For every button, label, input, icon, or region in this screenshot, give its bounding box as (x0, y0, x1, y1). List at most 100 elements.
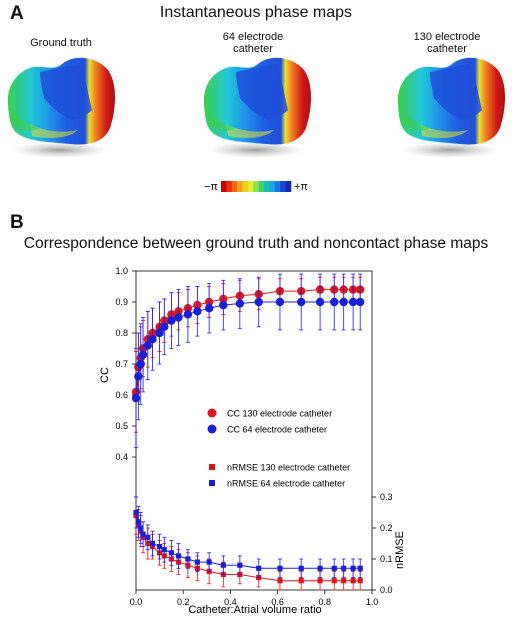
data-point (220, 562, 226, 568)
data-point (206, 559, 212, 565)
data-point (157, 544, 163, 550)
legend-label: CC 130 electrode catheter (227, 409, 332, 419)
map-label-130: 130 electrode catheter (388, 31, 506, 55)
series-1 (131, 273, 365, 449)
series-line (135, 289, 361, 392)
phase-map-64-electrode (203, 57, 311, 158)
colorbar-swatch (269, 181, 276, 192)
y-left-tick-label: 0.6 (115, 390, 128, 400)
colorbar-swatch (221, 181, 227, 192)
data-point (183, 310, 193, 319)
data-point (138, 350, 148, 359)
data-point (254, 297, 263, 307)
colorbar-swatch (247, 181, 254, 192)
data-point (298, 578, 304, 584)
legend-marker (209, 480, 215, 486)
colorbar-swatch (242, 181, 249, 192)
data-point (161, 547, 167, 553)
series-3 (133, 496, 363, 579)
colorbar-swatches (221, 181, 292, 192)
data-point (341, 578, 347, 584)
data-point (237, 562, 243, 568)
x-tick-label: 0.8 (319, 597, 332, 607)
data-point (331, 578, 337, 584)
data-point (145, 534, 151, 540)
y-left-tick-label: 0.5 (115, 421, 128, 431)
data-point (297, 297, 306, 307)
legend-marker (207, 408, 217, 418)
colorbar-swatch (274, 181, 281, 192)
data-point (341, 565, 347, 571)
data-point (331, 565, 337, 571)
colorbar: −π +π (204, 181, 308, 193)
data-point (136, 359, 145, 369)
y-left-tick-label: 0.4 (115, 452, 128, 462)
data-point (143, 341, 152, 350)
legend-marker (207, 424, 217, 434)
data-point (204, 304, 214, 313)
data-point (317, 565, 323, 571)
data-point (275, 297, 285, 307)
data-point (298, 565, 304, 571)
data-point (357, 578, 363, 584)
map-label-line: catheter (233, 43, 273, 55)
x-axis-label: Catheter:Atrial volume ratio (188, 604, 321, 616)
colorbar-min-label: −π (204, 181, 218, 193)
y-right-tick-label: 0.0 (380, 585, 393, 595)
colorbar-swatch (285, 181, 292, 192)
data-point (348, 297, 358, 307)
data-point (133, 509, 139, 516)
data-point (148, 335, 157, 344)
y-axis-left-label: CC (99, 367, 111, 383)
data-point (167, 316, 176, 325)
colorbar-swatch (253, 181, 259, 192)
legend-marker (209, 464, 215, 470)
series-2 (133, 496, 363, 591)
map-label-line: 130 electrode (413, 31, 481, 43)
colorbar-swatch (231, 181, 238, 192)
colorbar-swatch (226, 181, 233, 192)
legend-label: nRMSE 64 electrode catheter (227, 479, 345, 489)
chart-legend: CC 130 electrode catheter CC 64 electrode… (207, 408, 350, 489)
data-point (135, 519, 141, 525)
colorbar-swatch (264, 181, 270, 192)
colorbar-swatch (280, 181, 286, 192)
x-tick-label: 1.0 (366, 597, 379, 607)
data-point (317, 578, 323, 584)
legend-label: CC 64 electrode catheter (227, 425, 327, 435)
y-right-tick-label: 0.1 (380, 554, 393, 564)
x-tick-label: 0.4 (224, 597, 237, 607)
data-point (277, 578, 283, 584)
data-point (155, 328, 164, 338)
legend-label: nRMSE 130 electrode catheter (227, 463, 350, 473)
chart-marks (131, 273, 365, 591)
panel-a-letter: A (10, 3, 24, 24)
map-label-line: catheter (427, 43, 467, 55)
data-point (277, 565, 283, 571)
colorbar-swatch (258, 181, 265, 192)
data-point (193, 307, 202, 316)
chart-axes: 0.0 0.2 0.4 0.6 0.8 1.0 1.0 0.9 0.8 0.7 0.6 0.5 0.4 0… (115, 266, 392, 607)
x-tick-label: 0.6 (271, 597, 284, 607)
data-point (256, 565, 262, 571)
data-point (149, 540, 156, 547)
map-label-ground-truth: Ground truth (2, 37, 120, 49)
panel-b-letter: B (10, 212, 24, 233)
data-point (330, 297, 339, 307)
data-point (168, 550, 174, 556)
panel-b-title: Correspondence between ground truth and … (23, 235, 489, 252)
panel-a-title: Instantaneous phase maps (159, 4, 353, 21)
data-point (315, 297, 325, 307)
cc-nrmse-chart: 0.0 0.2 0.4 0.6 0.8 1.0 1.0 0.9 0.8 0.7 0.6 0.5 0.4 0… (99, 266, 406, 616)
phase-maps: −π +π (7, 57, 505, 193)
x-tick-label: 0.0 (130, 597, 143, 607)
data-point (357, 565, 363, 571)
data-point (235, 299, 245, 308)
map-label-64: 64 electrode catheter (194, 31, 312, 55)
data-point (185, 556, 191, 562)
y-right-tick-label: 0.3 (380, 492, 393, 502)
data-point (134, 372, 143, 381)
series-line (135, 515, 361, 582)
data-point (339, 297, 348, 307)
y-axis-right-label: nRMSE (394, 531, 406, 569)
